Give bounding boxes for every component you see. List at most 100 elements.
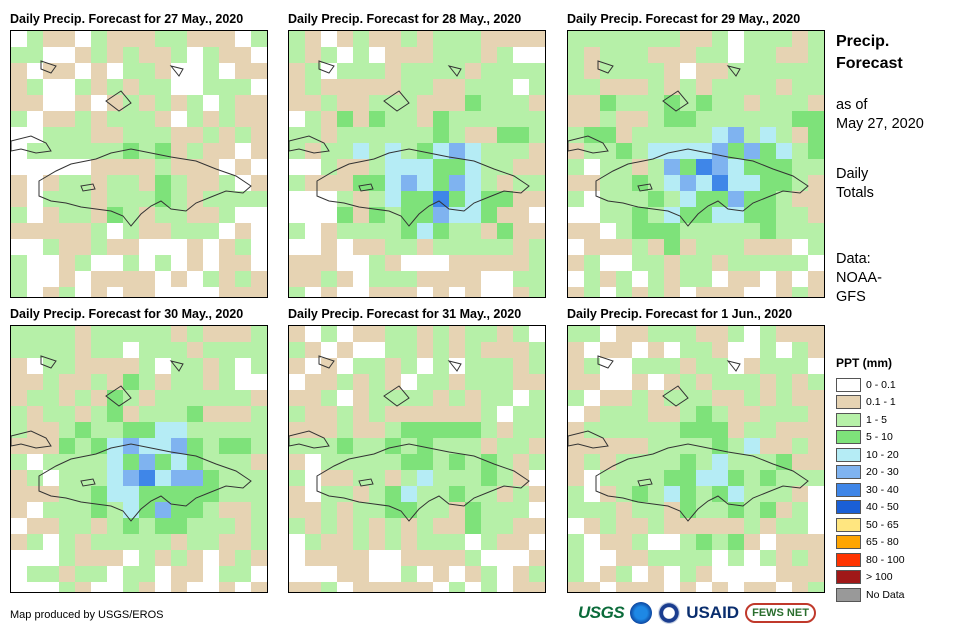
precip-cell — [728, 470, 744, 486]
precip-cell — [433, 191, 449, 207]
precip-cell — [513, 454, 529, 470]
precip-cell — [59, 127, 75, 143]
precip-cell — [696, 223, 712, 239]
precip-cell — [481, 374, 497, 390]
precip-cell — [75, 79, 91, 95]
precip-cell — [401, 454, 417, 470]
precip-cell — [27, 358, 43, 374]
precip-cell — [203, 326, 219, 342]
precip-cell — [449, 239, 465, 255]
legend-swatch — [836, 552, 861, 567]
precip-cell — [728, 534, 744, 550]
precip-cell — [369, 223, 385, 239]
precip-cell — [337, 470, 353, 486]
precip-cell — [353, 374, 369, 390]
precip-cell — [187, 406, 203, 422]
precip-cell — [401, 63, 417, 79]
precip-cell — [43, 502, 59, 518]
precip-cell — [792, 374, 808, 390]
precip-cell — [465, 143, 481, 159]
precip-cell — [385, 550, 401, 566]
precip-cell — [203, 239, 219, 255]
precip-cell — [584, 239, 600, 255]
precip-cell — [616, 454, 632, 470]
precip-cell — [251, 143, 267, 159]
precip-cell — [760, 47, 776, 63]
precip-cell — [497, 422, 513, 438]
precip-cell — [27, 143, 43, 159]
precip-cell — [433, 534, 449, 550]
precip-cell — [289, 470, 305, 486]
precip-cell — [369, 79, 385, 95]
precip-cell — [808, 143, 824, 159]
precip-cell — [123, 175, 139, 191]
precip-cell — [155, 287, 171, 297]
precip-cell — [417, 438, 433, 454]
precip-cell — [11, 518, 27, 534]
precip-cell — [321, 550, 337, 566]
precip-cell — [744, 95, 760, 111]
precip-cell — [449, 191, 465, 207]
legend-swatch — [836, 587, 861, 602]
precip-cell — [123, 518, 139, 534]
precip-cell — [584, 287, 600, 297]
precip-cell — [219, 143, 235, 159]
precip-cell — [337, 550, 353, 566]
precip-cell — [123, 582, 139, 592]
precip-cell — [792, 438, 808, 454]
precip-cell — [632, 159, 648, 175]
precip-cell — [529, 143, 545, 159]
precip-cell — [465, 438, 481, 454]
precip-cell — [433, 406, 449, 422]
precip-cell — [712, 175, 728, 191]
precip-cell — [91, 79, 107, 95]
precip-cell — [353, 239, 369, 255]
precip-cell — [600, 95, 616, 111]
precip-cell — [760, 582, 776, 592]
precip-cell — [465, 406, 481, 422]
precip-cell — [696, 79, 712, 95]
precip-cell — [251, 207, 267, 223]
precip-cell — [251, 95, 267, 111]
precip-cell — [123, 486, 139, 502]
precip-cell — [123, 358, 139, 374]
legend-title: PPT (mm) — [836, 356, 893, 370]
cuba-outline — [289, 135, 330, 154]
precip-cell — [465, 326, 481, 342]
precip-cell — [123, 143, 139, 159]
precip-cell — [792, 271, 808, 287]
precip-cell — [712, 358, 728, 374]
precip-cell — [417, 287, 433, 297]
precip-cell — [600, 79, 616, 95]
legend-item: 20 - 30 — [836, 464, 905, 482]
precip-cell — [776, 287, 792, 297]
precip-cell — [171, 111, 187, 127]
precip-cell — [481, 422, 497, 438]
precip-cell — [187, 47, 203, 63]
precip-cell — [808, 95, 824, 111]
precip-cell — [219, 374, 235, 390]
precip-cell — [59, 47, 75, 63]
precip-cell — [648, 406, 664, 422]
precip-cell — [305, 127, 321, 143]
precip-cell — [696, 95, 712, 111]
gonave-outline — [358, 183, 374, 192]
precip-cell — [353, 342, 369, 358]
nasa-logo-icon — [658, 602, 681, 624]
precip-cell — [465, 374, 481, 390]
precip-cell — [568, 390, 584, 406]
precip-cell — [11, 79, 27, 95]
precip-cell — [513, 159, 529, 175]
precip-cell — [203, 47, 219, 63]
precip-cell — [235, 95, 251, 111]
precip-cell — [648, 438, 664, 454]
precip-cell — [139, 358, 155, 374]
precip-cell — [481, 79, 497, 95]
precip-cell — [155, 63, 171, 79]
precip-cell — [235, 63, 251, 79]
precip-cell — [27, 518, 43, 534]
precip-cell — [59, 79, 75, 95]
data-source: Data: NOAA- GFS — [836, 251, 882, 305]
precip-cell — [27, 582, 43, 592]
legend-label: 20 - 30 — [866, 466, 899, 479]
